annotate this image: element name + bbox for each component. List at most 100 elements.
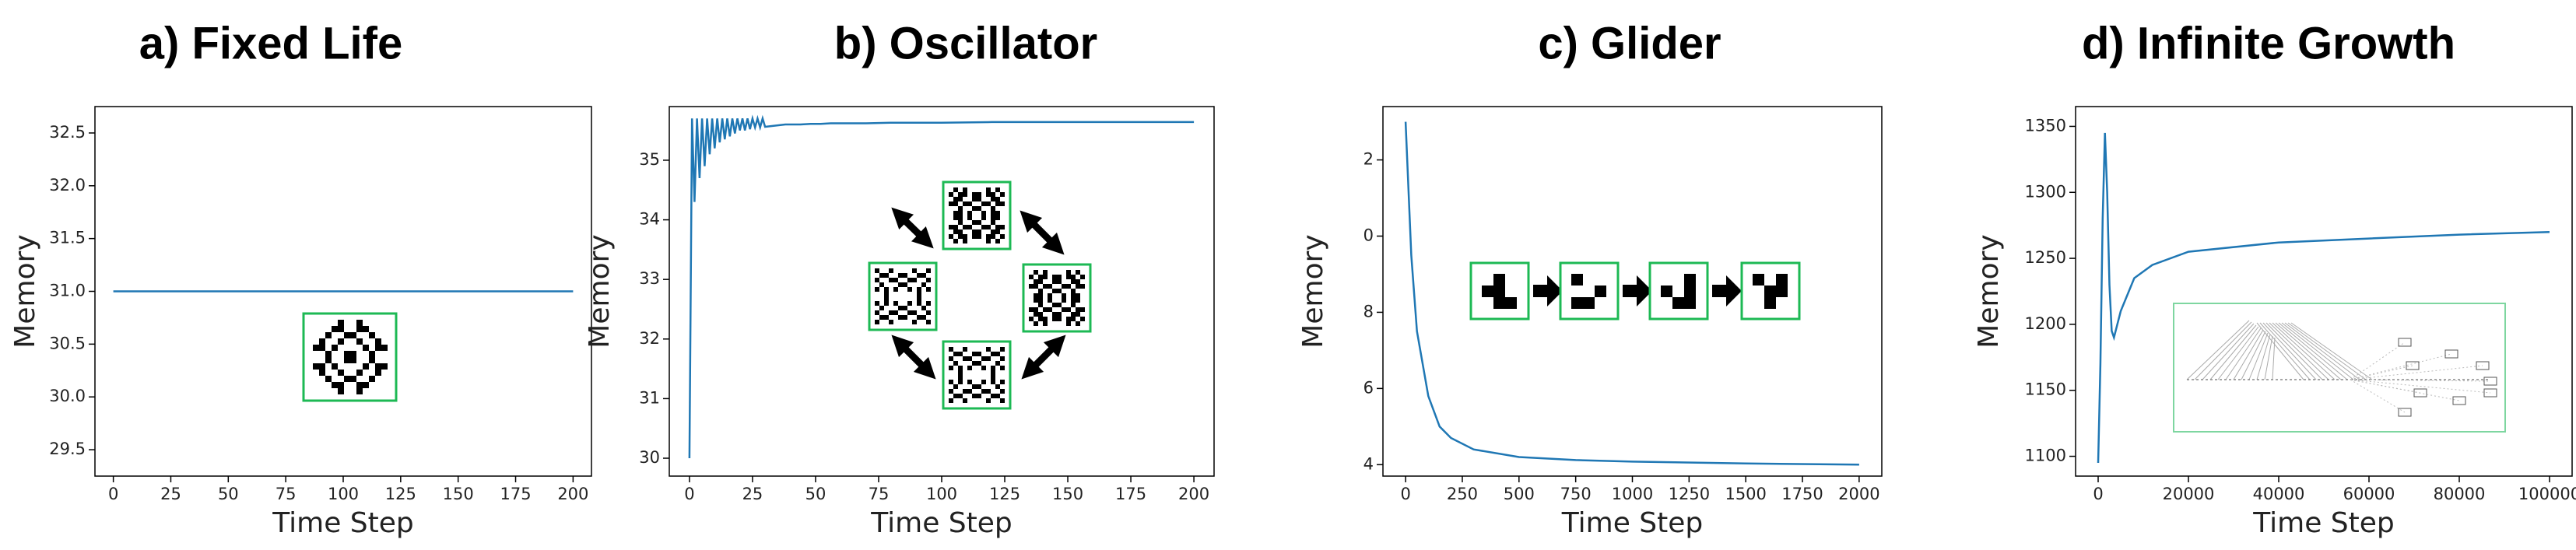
cell [995, 352, 1000, 356]
inset-frame [2173, 303, 2506, 433]
cell [875, 301, 879, 306]
cell [1066, 307, 1071, 312]
x-tick-label: 1000 [1612, 485, 1653, 503]
cell [338, 370, 344, 376]
cell [1038, 279, 1043, 284]
cell [1000, 356, 1005, 361]
y-tick-label: 30.5 [49, 334, 86, 352]
x-tick-label: 150 [443, 485, 474, 503]
cell [1048, 293, 1052, 298]
cell [375, 345, 381, 351]
diagram-edge [2202, 323, 2255, 380]
cell [884, 273, 889, 278]
cell [1753, 274, 1764, 286]
cell [991, 394, 995, 398]
cell [967, 225, 972, 229]
cell [963, 356, 967, 361]
diagram-edge [2350, 379, 2460, 401]
y-tick-label: 6 [1363, 378, 1374, 397]
cell [958, 352, 963, 356]
x-tick-label: 100 [926, 485, 957, 503]
cell [1076, 270, 1080, 275]
cell [991, 211, 995, 215]
cell [1052, 317, 1057, 321]
cell [995, 394, 1000, 398]
y-axis-label: Memory [1973, 234, 2005, 348]
cell [995, 187, 1000, 192]
diagram-edge [2272, 337, 2276, 380]
cell [995, 225, 1000, 229]
x-tick-label: 0 [2093, 485, 2103, 503]
cell [972, 192, 977, 197]
x-tick-label: 100000 [2518, 485, 2576, 503]
cell [977, 384, 981, 389]
cell [986, 187, 991, 192]
cell [958, 394, 963, 398]
cell [1062, 298, 1066, 303]
cell [967, 366, 972, 370]
cell [1684, 274, 1696, 286]
cell [375, 363, 381, 370]
cell [1062, 284, 1066, 289]
x-tick-label: 75 [275, 485, 297, 503]
cell [991, 215, 995, 220]
cell [1493, 274, 1505, 286]
cell [912, 268, 917, 273]
cell [991, 220, 995, 225]
cell [963, 225, 967, 229]
cell [953, 361, 958, 366]
cell [350, 351, 356, 357]
cell [1000, 201, 1005, 206]
cell [953, 384, 958, 389]
cell [1571, 274, 1583, 286]
cell [1076, 321, 1080, 326]
cell [926, 320, 931, 324]
cell [907, 278, 912, 282]
cell [1076, 279, 1080, 284]
cell [884, 292, 889, 296]
chart-title: b) Oscillator [834, 18, 1097, 68]
diagram-edge [2350, 379, 2491, 394]
cell [972, 394, 977, 398]
cell [875, 278, 879, 282]
cell [972, 206, 977, 211]
cell [972, 234, 977, 239]
cell [1000, 192, 1005, 197]
cell [991, 366, 995, 370]
cell [338, 338, 344, 345]
cell [893, 278, 898, 282]
cell [1583, 297, 1595, 309]
cell [356, 338, 363, 345]
cell [1029, 284, 1034, 289]
cell [953, 394, 958, 398]
cell [375, 338, 381, 345]
cell [369, 332, 375, 338]
diagram-edge [2194, 321, 2252, 380]
cell [350, 376, 356, 382]
cell [1076, 298, 1080, 303]
x-axis-label: Time Step [870, 507, 1013, 539]
x-axis-label: Time Step [2252, 507, 2395, 539]
cell [313, 345, 319, 351]
cell [350, 332, 356, 338]
cell [981, 380, 986, 384]
cell [369, 351, 375, 357]
cell [332, 326, 338, 332]
cell [369, 357, 375, 363]
cell [1048, 284, 1052, 289]
cell [1043, 307, 1048, 312]
cell [917, 287, 921, 292]
diagram-edge [2269, 322, 2329, 380]
y-tick-label: 31 [639, 388, 660, 407]
cell [991, 197, 995, 201]
x-tick-label: 1250 [1669, 485, 1710, 503]
cell [958, 370, 963, 375]
cell [1038, 298, 1043, 303]
y-tick-label: 29.5 [49, 440, 86, 458]
cell [991, 375, 995, 380]
chart-title: a) Fixed Life [139, 18, 402, 68]
cell [1057, 275, 1062, 279]
cell [884, 301, 889, 306]
cell [977, 394, 981, 398]
